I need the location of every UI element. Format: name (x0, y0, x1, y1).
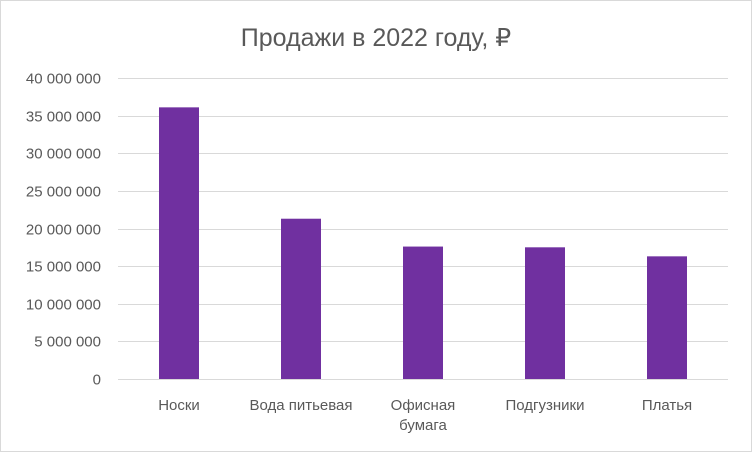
x-category-label-line: Офисная (391, 397, 456, 414)
y-tick-label: 25 000 000 (26, 184, 101, 201)
bar (281, 218, 321, 379)
x-category-label-line: Подгузники (506, 397, 585, 414)
bar (403, 246, 443, 379)
x-category-label-line: Носки (158, 397, 200, 414)
bar (525, 247, 565, 379)
y-tick-label: 10 000 000 (26, 297, 101, 314)
y-tick-label: 35 000 000 (26, 109, 101, 126)
x-category-label-line: бумага (399, 417, 447, 434)
x-axis-category-labels: Носки Вода питьевая Офисная бумага Подгузник… (158, 397, 692, 434)
y-axis-tick-labels: 0 5 000 000 10 000 000 15 000 000 20 000 000… (26, 71, 101, 389)
bar (159, 107, 199, 379)
y-tick-label: 40 000 000 (26, 71, 101, 88)
grid-lines (118, 78, 728, 380)
bar (647, 256, 687, 379)
chart-title: Продажи в 2022 году, ₽ (241, 24, 512, 52)
y-tick-label: 5 000 000 (34, 334, 101, 351)
x-category-label-line: Вода питьевая (249, 397, 352, 414)
bars (159, 107, 687, 379)
y-tick-label: 30 000 000 (26, 146, 101, 163)
x-category-label-line: Платья (642, 397, 692, 414)
y-tick-label: 0 (93, 372, 101, 389)
y-tick-label: 20 000 000 (26, 222, 101, 239)
x-category-label: Подгузники (506, 397, 585, 414)
x-category-label: Вода питьевая (249, 397, 352, 414)
x-category-label: Носки (158, 397, 200, 414)
x-category-label: Платья (642, 397, 692, 414)
y-tick-label: 15 000 000 (26, 259, 101, 276)
x-category-label: Офисная бумага (391, 397, 456, 434)
